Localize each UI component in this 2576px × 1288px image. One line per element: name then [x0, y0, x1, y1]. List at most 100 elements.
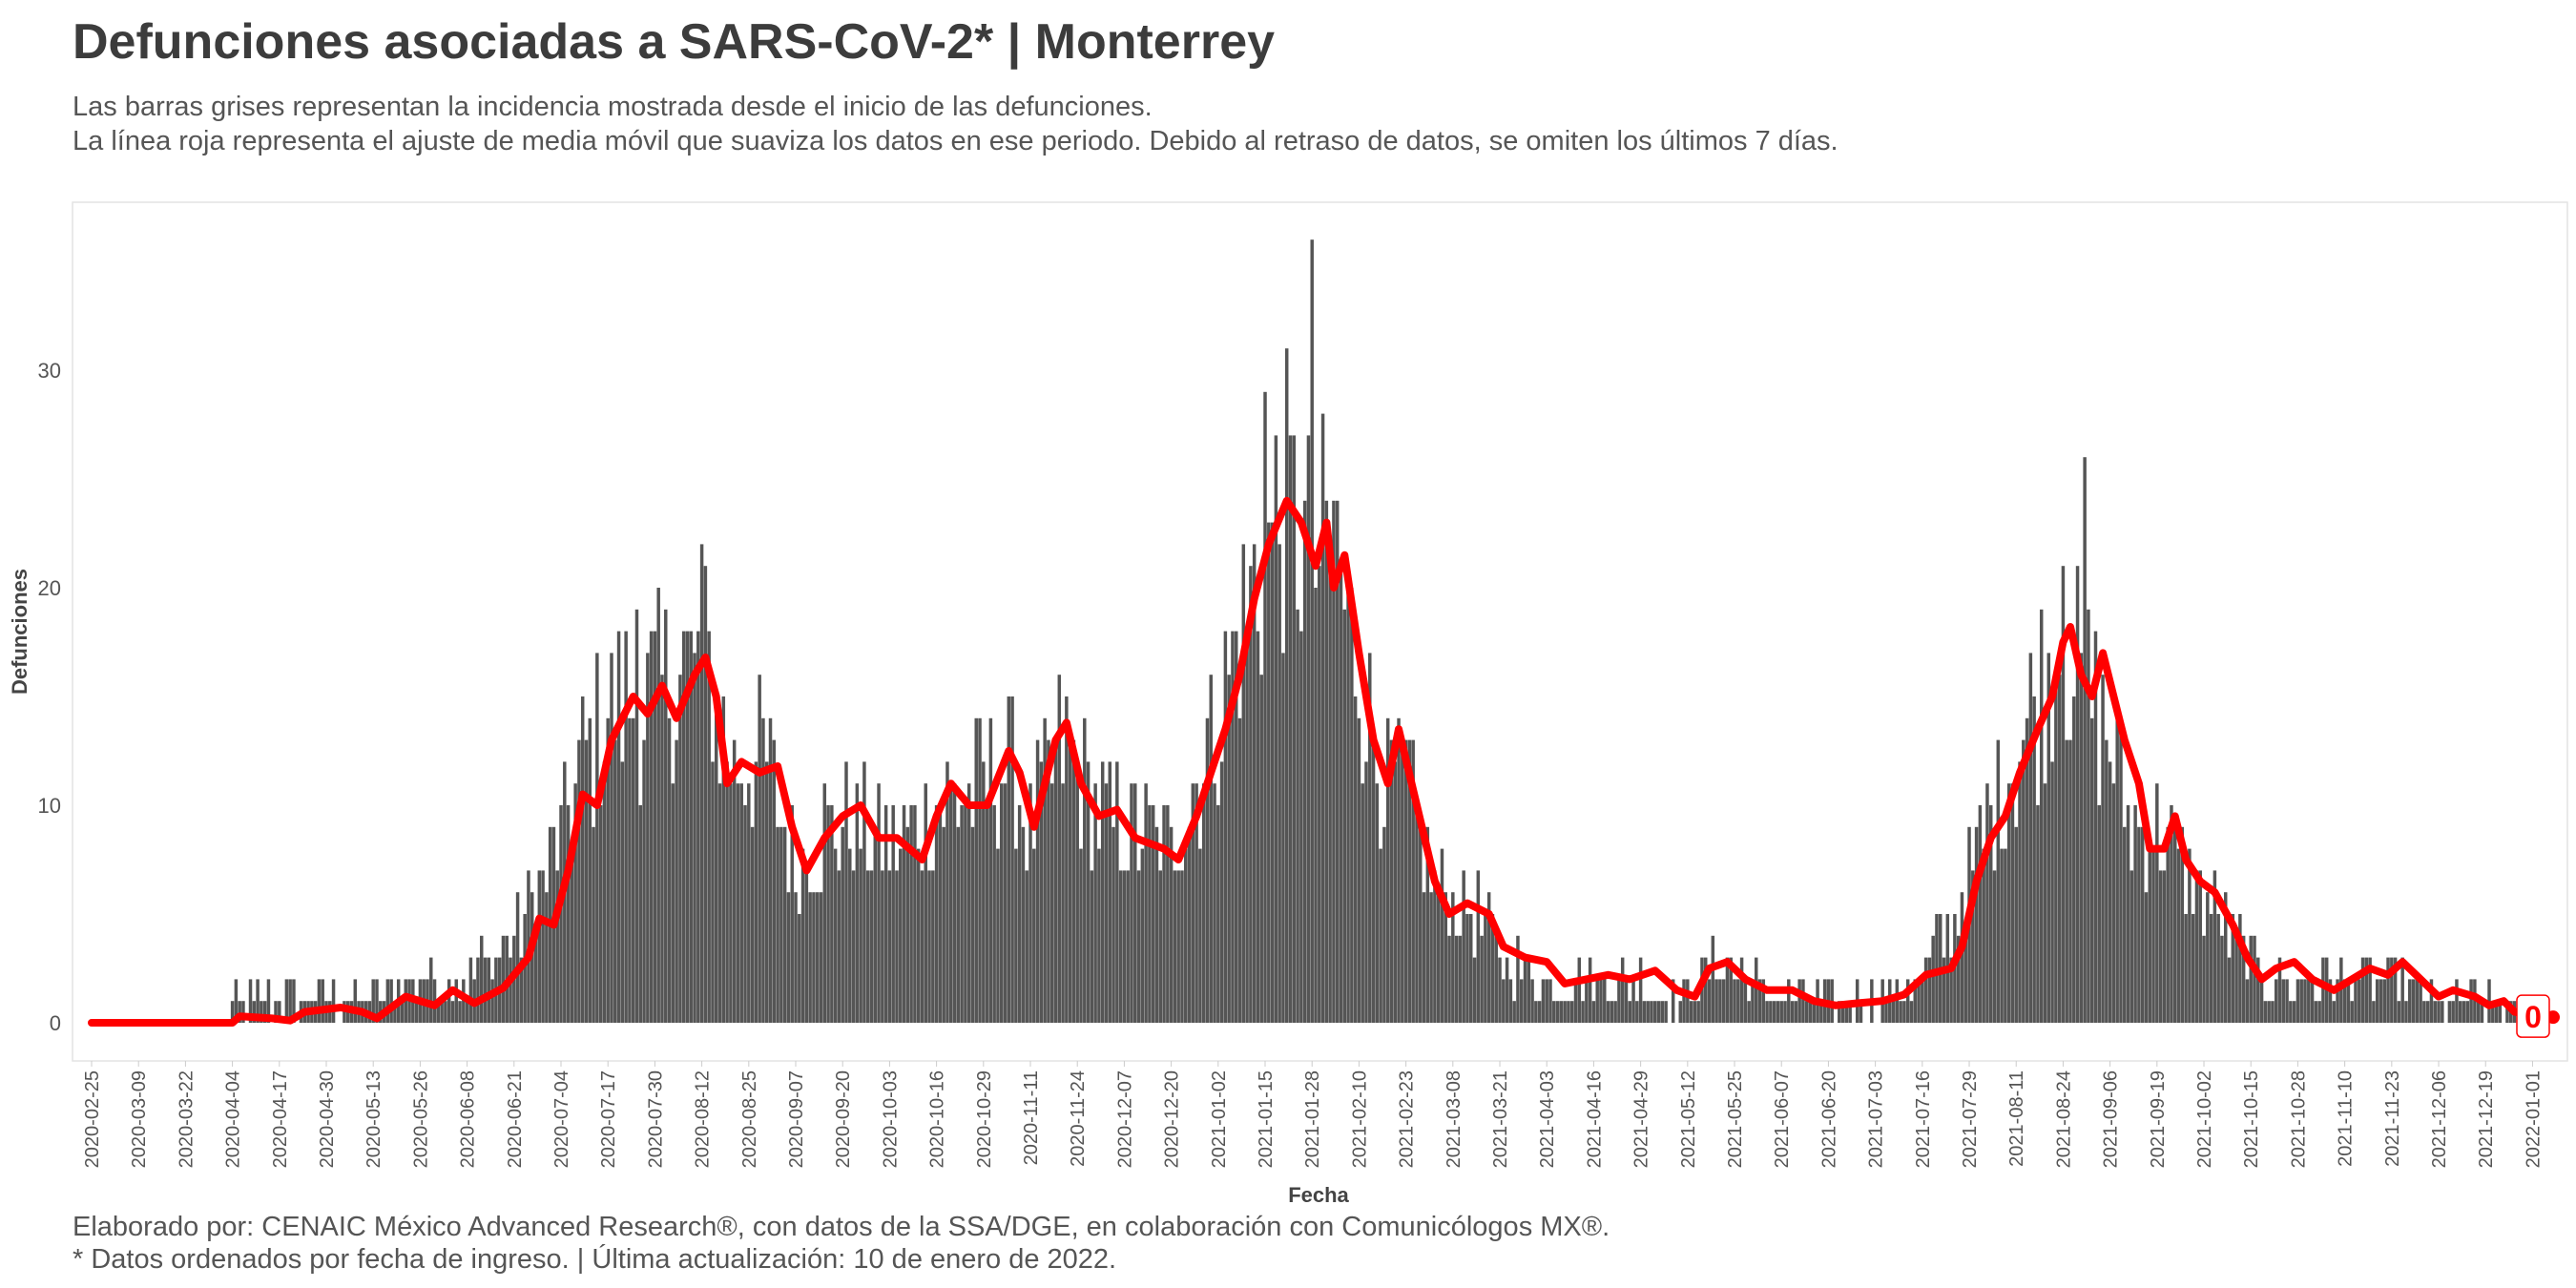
bar	[1812, 1001, 1817, 1023]
bar	[1314, 588, 1318, 1023]
bar	[1158, 870, 1163, 1023]
bar	[2296, 979, 2300, 1023]
subtitle-line-1: Las barras grises representan la inciden…	[73, 92, 1153, 122]
bar	[1148, 805, 1152, 1023]
bar	[2093, 631, 2098, 1023]
y-tick-label: 30	[38, 359, 61, 383]
bar	[960, 805, 964, 1023]
bar	[1472, 957, 1477, 1023]
bar	[559, 805, 563, 1023]
bar	[1794, 1001, 1798, 1023]
bar	[2043, 783, 2047, 1023]
bar	[2328, 979, 2333, 1023]
bar	[1256, 631, 1260, 1023]
x-tick-label: 2021-09-06	[2101, 1070, 2122, 1168]
bar	[1357, 717, 1361, 1023]
x-tick-label: 2020-04-04	[223, 1070, 244, 1168]
bar	[1071, 739, 1076, 1023]
bar	[1133, 783, 1137, 1023]
caption-line-1: Elaborado por: CENAIC México Advanced Re…	[73, 1212, 1610, 1242]
bar	[509, 957, 512, 1023]
bar	[2299, 979, 2303, 1023]
bar	[1191, 783, 1195, 1023]
x-tick-label: 2021-06-07	[1772, 1070, 1793, 1168]
bar	[1201, 783, 1206, 1023]
bar	[664, 609, 668, 1023]
bar	[660, 675, 664, 1023]
bar	[2234, 935, 2238, 1023]
bar	[964, 805, 967, 1023]
bar	[2505, 1001, 2509, 1023]
bar	[2408, 979, 2412, 1023]
bar	[2018, 761, 2022, 1023]
bar	[1714, 979, 1718, 1023]
bar	[711, 761, 715, 1023]
bar	[252, 1001, 257, 1023]
bar	[1751, 979, 1755, 1023]
y-tick-label: 10	[38, 794, 61, 818]
bar	[1783, 1001, 1787, 1023]
bar	[2358, 979, 2361, 1023]
bar	[1144, 783, 1148, 1023]
bar	[1205, 717, 1210, 1023]
bar	[1100, 761, 1105, 1023]
bar	[2123, 826, 2127, 1023]
bar	[620, 761, 625, 1023]
bar	[1508, 979, 1513, 1023]
bar	[2166, 826, 2170, 1023]
bar	[1909, 1001, 1914, 1023]
bar	[1028, 783, 1032, 1023]
bar	[1530, 979, 1534, 1023]
bar	[1671, 979, 1675, 1023]
bar	[1689, 1001, 1693, 1023]
bar	[2097, 805, 2102, 1023]
bar	[1154, 826, 1159, 1023]
bar	[1219, 761, 1224, 1023]
bar	[1140, 848, 1145, 1023]
bar	[2379, 979, 2383, 1023]
bar	[1237, 717, 1242, 1023]
bar	[1320, 413, 1325, 1024]
end-label-box	[2516, 994, 2550, 1038]
bar	[1403, 739, 1408, 1023]
bar	[2173, 826, 2177, 1023]
bar	[2170, 805, 2173, 1023]
bar	[1996, 739, 2001, 1023]
bar	[952, 783, 957, 1023]
bar	[610, 653, 613, 1023]
bar	[278, 1001, 281, 1023]
bar	[2194, 870, 2199, 1023]
bar	[598, 805, 603, 1023]
subtitle-line-2: La línea roja representa el ajuste de me…	[73, 126, 1839, 156]
bar	[1411, 739, 1415, 1023]
bar	[2480, 1001, 2484, 1023]
bar	[400, 1001, 405, 1023]
bar	[2046, 653, 2051, 1023]
bar	[2458, 1001, 2462, 1023]
bar	[1068, 739, 1072, 1023]
bar	[241, 1001, 245, 1023]
bar	[1884, 1001, 1888, 1023]
x-tick-label: 2020-05-13	[364, 1070, 384, 1168]
bar	[1180, 870, 1184, 1023]
bar	[1736, 979, 1740, 1023]
bar	[2126, 805, 2130, 1023]
bar	[1704, 957, 1708, 1023]
bar	[292, 979, 296, 1023]
bar	[848, 848, 852, 1023]
bar	[2065, 739, 2068, 1023]
bar	[2216, 914, 2220, 1023]
bar	[1956, 935, 1961, 1023]
bar	[458, 1001, 462, 1023]
bar	[1003, 783, 1008, 1023]
bar	[924, 783, 927, 1023]
bar	[476, 957, 480, 1023]
x-tick-label: 2021-04-29	[1631, 1070, 1652, 1168]
bar	[1032, 848, 1036, 1023]
bar	[1270, 522, 1275, 1023]
bar	[1375, 783, 1380, 1023]
bar	[938, 805, 943, 1023]
bar	[2346, 979, 2351, 1023]
bar	[1923, 957, 1928, 1023]
bar	[2000, 848, 2004, 1023]
